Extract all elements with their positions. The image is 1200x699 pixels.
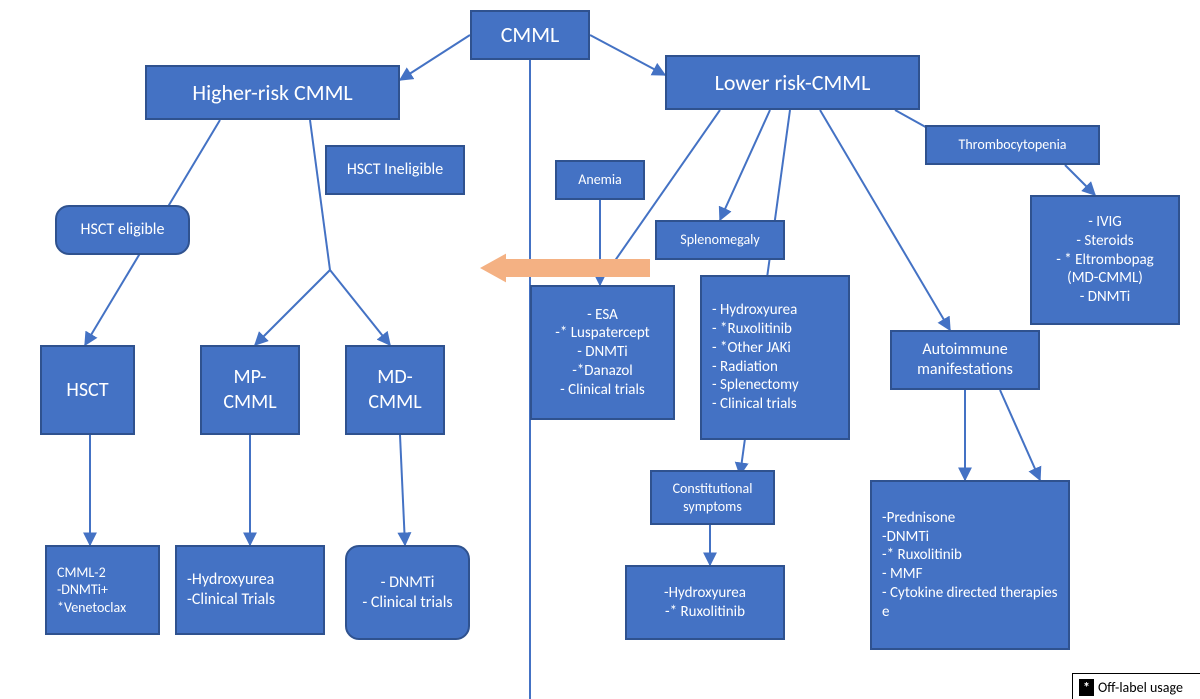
edge-merge-mp_cmml: [255, 270, 330, 345]
node-hsct: HSCT: [40, 345, 135, 435]
node-cmml: CMML: [470, 10, 590, 60]
node-autoimmune-tx: -Prednisone-DNMTi-* Ruxolitinib- MMF- Cy…: [870, 480, 1070, 650]
node-spleno-tx: - Hydroxyurea- *Ruxolitinib- *Other JAKi…: [700, 275, 850, 440]
edge-autoimmune-auto_tx2: [1000, 390, 1040, 480]
node-anemia: Anemia: [555, 160, 645, 200]
orange-arrow-head: [480, 254, 506, 283]
node-md-tx: - DNMTi- Clinical trials: [345, 545, 470, 640]
node-constitutional: Constitutionalsymptoms: [650, 470, 775, 525]
node-mp-cmml: MP-CMML: [200, 345, 300, 435]
node-splenomegaly: Splenomegaly: [655, 220, 785, 260]
node-cmml2-tx: CMML-2-DNMTi+*Venetoclax: [45, 545, 160, 635]
edge-md_cmml-md_tx: [400, 435, 405, 545]
node-autoimmune: Autoimmunemanifestations: [890, 330, 1040, 390]
orange-arrow-shaft: [506, 259, 650, 277]
node-thrombocytopenia: Thrombocytopenia: [925, 125, 1100, 165]
edge-cmml-lower: [590, 35, 665, 75]
edge-lower-splenomegaly: [720, 110, 770, 220]
edge-higher-merge: [310, 120, 330, 270]
edge-thrombo-thrombo_tx: [1065, 165, 1095, 195]
legend-star-icon: *: [1079, 679, 1094, 696]
edge-cmml-higher: [400, 35, 470, 80]
node-hsct-eligible: HSCT eligible: [55, 205, 190, 255]
node-md-cmml: MD-CMML: [345, 345, 445, 435]
node-mp-tx: -Hydroxyurea-Clinical Trials: [175, 545, 325, 635]
node-hsct-ineligible: HSCT Ineligible: [325, 145, 465, 195]
edge-merge-md_cmml: [330, 270, 390, 345]
node-anemia-tx: - ESA-* Luspatercept- DNMTi-*Danazol- Cl…: [530, 285, 675, 420]
node-lower-risk: Lower risk-CMML: [665, 55, 920, 110]
node-higher-risk: Higher-risk CMML: [145, 65, 400, 120]
node-thrombo-tx: - IVIG- Steroids- * Eltrombopag (MD-CMML…: [1030, 195, 1180, 325]
legend-text: Off-label usage: [1098, 679, 1183, 696]
legend-off-label: * Off-label usage: [1072, 673, 1200, 699]
node-constitutional-tx: -Hydroxyurea-* Ruxolitinib: [625, 565, 785, 640]
